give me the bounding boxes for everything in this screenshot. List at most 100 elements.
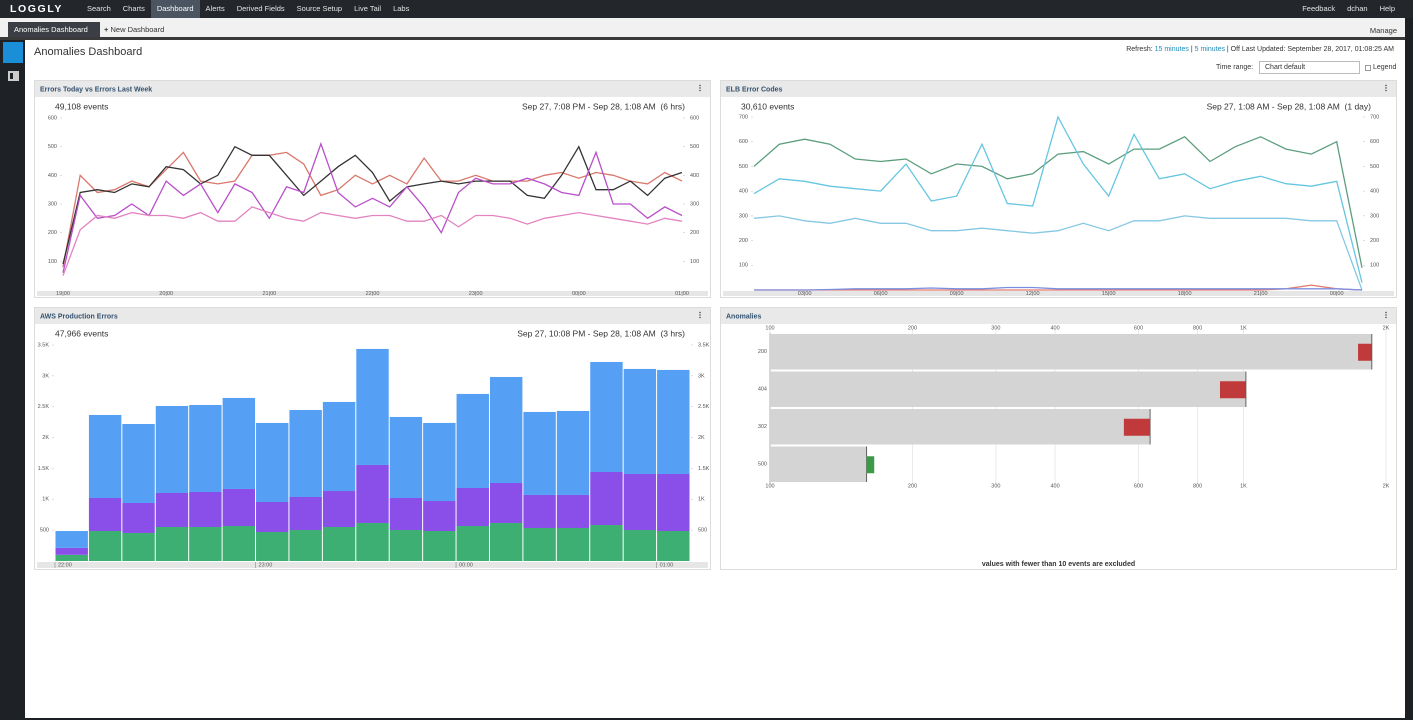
bar-segment xyxy=(423,531,456,561)
bar xyxy=(770,371,1246,407)
bar-segment xyxy=(456,393,489,488)
bar-segment xyxy=(256,531,289,561)
y2-tick-label: 1K xyxy=(698,497,705,503)
anomaly-mark xyxy=(1358,343,1372,361)
panel-title: ELB Error Codes xyxy=(726,86,783,93)
y-tick-label: 100 xyxy=(48,259,57,265)
bar-segment xyxy=(657,473,690,532)
footnote: values with fewer than 10 events are exc… xyxy=(982,561,1135,568)
manage[interactable]: Manage xyxy=(1369,26,1397,35)
x-tick-label: 800 xyxy=(1193,483,1202,489)
bar-segment xyxy=(489,522,523,561)
bar-segment xyxy=(88,414,122,498)
panel-header xyxy=(721,308,1396,324)
nav-item[interactable]: Alerts xyxy=(205,4,225,13)
panel: AWS Production Errors 47,966 events Sep 27… xyxy=(34,307,711,570)
panel-header xyxy=(35,308,710,324)
series-line xyxy=(754,286,1363,291)
y-tick-label: 300 xyxy=(739,213,748,219)
x-tick-label: 600 xyxy=(1134,325,1143,331)
bar-segment xyxy=(556,527,590,561)
legend-checkbox[interactable] xyxy=(1365,65,1371,71)
time-range: Sep 27, 1:08 AM - Sep 28, 1:08 AM (1 day… xyxy=(1207,101,1372,111)
y2-tick-label: 600 xyxy=(690,115,699,121)
chart: ELB Error Codes 30,610 events Sep 27, 1:08… xyxy=(721,81,1396,297)
x-tick-label: 400 xyxy=(1050,483,1059,489)
panel-title: Errors Today vs Errors Last Week xyxy=(40,86,152,93)
refresh-option[interactable]: 15 minutes xyxy=(1154,46,1189,53)
x-tick-label: 06:00 xyxy=(874,291,888,297)
x-tick-label: 600 xyxy=(1134,483,1143,489)
x-tick-label: 21:00 xyxy=(1254,291,1268,297)
series-line xyxy=(62,151,683,268)
menu-dot xyxy=(699,89,701,92)
bar-segment xyxy=(590,472,623,526)
y2-tick-label: 100 xyxy=(690,259,699,265)
panel: Errors Today vs Errors Last Week 49,108 e… xyxy=(34,80,711,298)
bar-segment xyxy=(356,348,389,465)
bar xyxy=(770,446,867,482)
bar-segment xyxy=(489,482,523,523)
nav-item[interactable]: Labs xyxy=(393,4,410,13)
chart: AWS Production Errors 47,966 events Sep 27… xyxy=(35,308,710,568)
panel-title: AWS Production Errors xyxy=(40,313,118,320)
expand-button[interactable] xyxy=(3,42,23,63)
y2-tick-label: 200 xyxy=(1370,238,1379,244)
y2-tick-label: 300 xyxy=(1370,213,1379,219)
bar-segment xyxy=(289,530,322,561)
bar xyxy=(770,334,1372,370)
bar-segment xyxy=(657,369,690,474)
x-tick-label: 2K xyxy=(1383,325,1390,331)
bar-segment xyxy=(122,502,155,533)
x-tick-label: 22:00 xyxy=(58,562,72,568)
nav-item[interactable]: Feedback xyxy=(1302,4,1336,13)
nav-item[interactable]: Dashboard xyxy=(150,0,200,18)
anomaly-mark xyxy=(866,456,875,474)
y-tick-label: 300 xyxy=(48,201,57,207)
x-tick-label: 100 xyxy=(765,483,774,489)
y-tick-label: 400 xyxy=(48,173,57,179)
y-tick-label: 600 xyxy=(739,139,748,145)
logo[interactable]: LOGGLY xyxy=(10,3,63,15)
refresh-option[interactable]: 5 minutes xyxy=(1194,46,1225,53)
tab[interactable]: Anomalies Dashboard xyxy=(8,22,100,38)
nav-item[interactable]: Help xyxy=(1379,4,1395,13)
nav-item[interactable]: Live Tail xyxy=(354,4,382,13)
bar-segment xyxy=(55,531,88,548)
menu-dot xyxy=(699,311,701,314)
bar-segment xyxy=(289,409,322,498)
bar-segment xyxy=(590,361,623,473)
x-tick-label: 23:00 xyxy=(259,562,273,568)
y-tick-label: 500 xyxy=(40,528,49,534)
x-tick-label: 00:00 xyxy=(459,562,473,568)
bar-segment xyxy=(155,526,189,561)
bar-segment xyxy=(356,522,389,561)
panel-button[interactable] xyxy=(8,71,19,81)
bar-segment xyxy=(222,488,256,527)
new-tab[interactable]: + New Dashboard xyxy=(104,22,164,38)
bar-segment xyxy=(322,526,356,561)
bar-segment xyxy=(389,497,423,531)
series-line xyxy=(753,115,1363,283)
panel: Anomalies 100 100 200 200 300 300 400 400 600 600 8… xyxy=(720,307,1397,570)
bar-segment xyxy=(523,527,556,561)
nav-item[interactable]: Charts xyxy=(122,4,145,13)
time-range-select[interactable]: Chart default xyxy=(1259,61,1360,74)
sidebar xyxy=(0,40,25,720)
nav-item[interactable]: Search xyxy=(86,4,111,13)
event-count: 47,966 events xyxy=(55,328,108,338)
x-tick-label: 100 xyxy=(765,325,774,331)
nav-item[interactable]: Source Setup xyxy=(296,4,343,13)
y2-tick-label: 500 xyxy=(1370,164,1379,170)
nav-item[interactable]: dchan xyxy=(1347,4,1368,13)
separator: | xyxy=(1190,46,1193,53)
nav-item[interactable]: Derived Fields xyxy=(236,4,285,13)
menu-dot xyxy=(1385,316,1387,319)
bar-segment xyxy=(423,501,456,532)
anomaly-mark xyxy=(1219,381,1246,399)
panel-header xyxy=(721,81,1396,97)
y2-tick-label: 400 xyxy=(690,173,699,179)
bar-segment xyxy=(623,368,657,474)
menu-dot xyxy=(699,316,701,319)
